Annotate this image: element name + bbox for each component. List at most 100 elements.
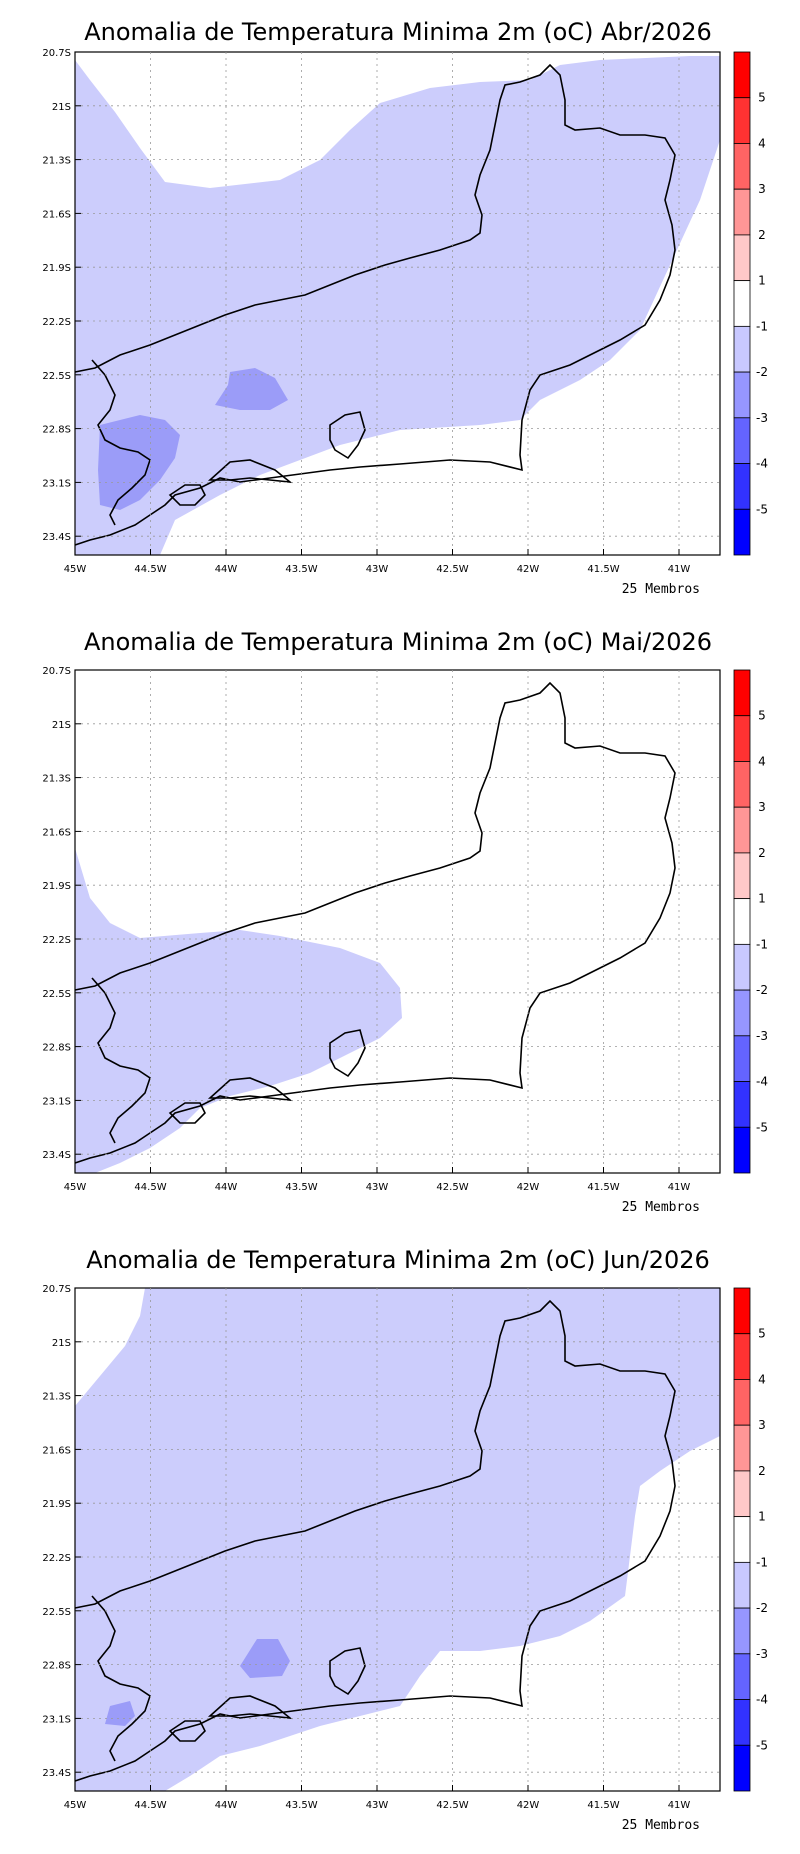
x-tick-label: 44.5W xyxy=(134,564,166,575)
map-frame xyxy=(74,1287,721,1792)
map-panel-jun: Anomalia de Temperatura Minima 2m (oC) J… xyxy=(0,1236,800,1854)
x-axis-ticks: 45W 44.5W 44W 43.5W 43W 42.5W 42W 41.5W 41W xyxy=(64,1167,691,1193)
x-tick-label: 41W xyxy=(668,564,691,575)
colorbar-swatch xyxy=(733,143,751,190)
map-svg: Anomalia de Temperatura Minima 2m (oC) J… xyxy=(42,1246,768,1833)
anomaly-shading xyxy=(75,1288,720,1791)
map-title: Anomalia de Temperatura Minima 2m (oC) J… xyxy=(86,1246,710,1274)
colorbar-label: -3 xyxy=(756,411,768,425)
colorbar-swatch xyxy=(733,1561,751,1609)
colorbar-swatch xyxy=(733,1424,751,1472)
y-tick-label: 22.5S xyxy=(42,371,71,382)
colorbar-swatch xyxy=(733,1081,751,1128)
colorbar-swatch xyxy=(733,1607,751,1655)
members-label: 25 Membros xyxy=(622,1200,700,1215)
colorbar: 5 4 3 2 1 -1 -2 -3 -4 -5 xyxy=(733,669,768,1174)
y-tick-label: 21.6S xyxy=(42,1445,71,1456)
colorbar-swatch xyxy=(733,1516,751,1563)
colorbar-label: -3 xyxy=(756,1029,768,1043)
colorbar-label: 1 xyxy=(758,892,766,906)
map-frame xyxy=(74,669,721,1174)
y-tick-label: 23.4S xyxy=(42,1768,71,1779)
map-panel-abr: Anomalia de Temperatura Minima 2m (oC) A… xyxy=(0,0,800,618)
colorbar-label: 3 xyxy=(758,1418,766,1432)
x-tick-label: 43W xyxy=(366,1800,389,1811)
colorbar-label: -4 xyxy=(756,1693,768,1707)
y-tick-label: 21.9S xyxy=(42,1499,71,1510)
x-tick-label: 41.5W xyxy=(587,1800,619,1811)
x-tick-label: 42.5W xyxy=(436,564,468,575)
colorbar-label: -5 xyxy=(756,502,768,516)
x-tick-label: 43W xyxy=(366,1182,389,1193)
colorbar-swatch xyxy=(733,715,751,762)
colorbar-label: 1 xyxy=(758,274,766,288)
colorbar-swatch xyxy=(733,898,751,945)
coastline xyxy=(74,63,676,546)
x-tick-label: 42.5W xyxy=(436,1182,468,1193)
y-tick-label: 22.8S xyxy=(42,1661,71,1672)
colorbar-label: 4 xyxy=(758,136,766,150)
colorbar-label: 1 xyxy=(758,1510,766,1524)
colorbar-swatch xyxy=(733,234,751,282)
x-tick-label: 41.5W xyxy=(587,1182,619,1193)
y-tick-label: 21S xyxy=(52,1338,71,1349)
colorbar-swatch xyxy=(733,669,751,717)
x-tick-label: 42W xyxy=(517,1182,540,1193)
x-tick-label: 45W xyxy=(64,564,87,575)
y-tick-label: 21.6S xyxy=(42,827,71,838)
colorbar-swatch xyxy=(733,371,751,419)
colorbar-label: -1 xyxy=(756,319,768,333)
colorbar-swatch xyxy=(733,989,751,1037)
y-tick-label: 22.8S xyxy=(42,425,71,436)
x-tick-label: 42W xyxy=(517,1800,540,1811)
colorbar-label: 2 xyxy=(758,846,766,860)
y-tick-label: 23.1S xyxy=(42,1096,71,1107)
colorbar-swatch xyxy=(733,1744,751,1792)
y-tick-label: 23.1S xyxy=(42,1714,71,1725)
y-tick-label: 22.5S xyxy=(42,989,71,1000)
colorbar-swatch xyxy=(733,761,751,808)
y-tick-label: 21.6S xyxy=(42,209,71,220)
colorbar-swatch xyxy=(733,508,751,556)
colorbar-label: 5 xyxy=(758,91,766,105)
y-tick-label: 20.7S xyxy=(42,1284,71,1295)
y-tick-label: 20.7S xyxy=(42,48,71,59)
y-tick-label: 23.1S xyxy=(42,478,71,489)
colorbar-label: 5 xyxy=(758,1327,766,1341)
x-tick-label: 42.5W xyxy=(436,1800,468,1811)
map-frame xyxy=(74,51,721,556)
colorbar: 5 4 3 2 1 -1 -2 -3 -4 -5 xyxy=(733,51,768,556)
colorbar-swatch xyxy=(733,280,751,327)
members-label: 25 Membros xyxy=(622,1818,700,1833)
map-svg: Anomalia de Temperatura Minima 2m (oC) A… xyxy=(42,18,768,597)
map-svg: Anomalia de Temperatura Minima 2m (oC) M… xyxy=(42,628,768,1215)
y-tick-label: 21.3S xyxy=(42,774,71,785)
x-tick-label: 43W xyxy=(366,564,389,575)
map-title: Anomalia de Temperatura Minima 2m (oC) A… xyxy=(84,18,712,46)
y-tick-label: 23.4S xyxy=(42,532,71,543)
colorbar-swatch xyxy=(733,1333,751,1380)
colorbar-swatch xyxy=(733,1699,751,1746)
colorbar-label: -4 xyxy=(756,1075,768,1089)
colorbar-swatch xyxy=(733,188,751,236)
map-panel-mai: Anomalia de Temperatura Minima 2m (oC) M… xyxy=(0,618,800,1236)
colorbar-swatch xyxy=(733,1379,751,1426)
x-tick-label: 41W xyxy=(668,1182,691,1193)
coastline xyxy=(74,1299,676,1782)
x-tick-label: 44W xyxy=(215,1800,238,1811)
colorbar-label: -3 xyxy=(756,1647,768,1661)
anomaly-shading xyxy=(75,848,402,1173)
colorbar-swatch xyxy=(733,417,751,464)
y-tick-label: 21.9S xyxy=(42,263,71,274)
colorbar: 5 4 3 2 1 -1 -2 -3 -4 -5 xyxy=(733,1287,768,1792)
colorbar-label: 5 xyxy=(758,709,766,723)
x-tick-label: 45W xyxy=(64,1182,87,1193)
y-axis-ticks: 20.7S 21S 21.3S 21.6S 21.9S 22.2S 22.5S 22.8S 23… xyxy=(42,48,81,543)
x-tick-label: 42W xyxy=(517,564,540,575)
colorbar-label: -1 xyxy=(756,937,768,951)
colorbar-swatch xyxy=(733,1126,751,1174)
colorbar-swatch xyxy=(733,1470,751,1518)
x-axis-ticks: 45W 44.5W 44W 43.5W 43W 42.5W 42W 41.5W 41W xyxy=(64,1785,690,1811)
colorbar-label: -2 xyxy=(756,365,768,379)
colorbar-swatch xyxy=(733,943,751,991)
